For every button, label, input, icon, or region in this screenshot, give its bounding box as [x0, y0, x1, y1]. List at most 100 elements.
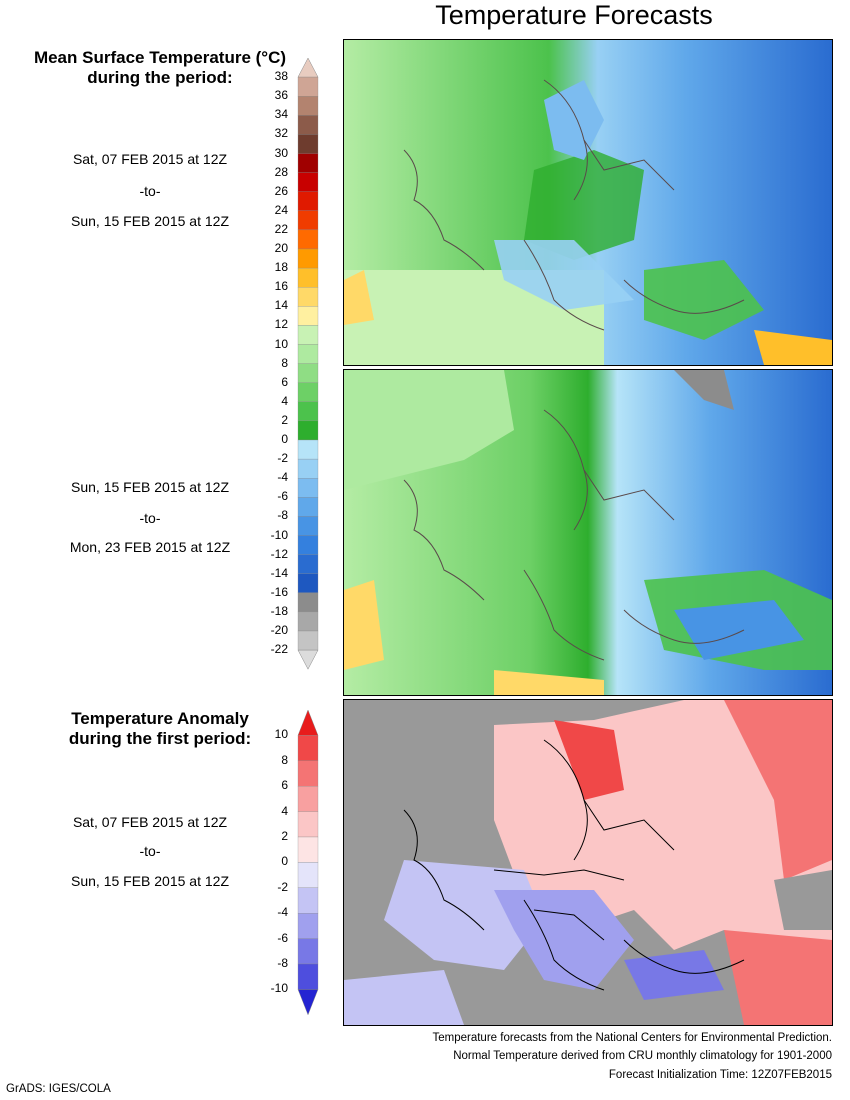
colorbar-segment [297, 811, 319, 838]
colorbar-tick-label: -12 [270, 546, 288, 561]
anomaly-map-period1 [343, 699, 833, 1026]
mean-title-line1: Mean Surface Temperature (°C) [33, 48, 287, 67]
mean-title-line2: during the period: [87, 68, 233, 87]
colorbar-tick-label: 2 [281, 829, 288, 843]
colorbar-segment [297, 96, 319, 116]
colorbar-segment [297, 267, 319, 288]
colorbar-tick-label: -10 [270, 981, 288, 996]
colorbar-tick-label: 12 [274, 317, 288, 332]
colorbar-tick-label: -6 [277, 489, 288, 504]
colorbar-tick-label: 20 [274, 241, 288, 255]
colorbar-segment [297, 76, 319, 97]
footer-init-time-line: Forecast Initialization Time: 12Z07FEB20… [608, 1069, 832, 1081]
colorbar-tick-label: 8 [281, 355, 288, 370]
colorbar-segment [297, 862, 319, 888]
page-title: Temperature Forecasts [435, 0, 713, 30]
colorbar-tick-label: -18 [270, 603, 288, 618]
colorbar-tick-label: 18 [274, 260, 288, 275]
colorbar-tick-label: -22 [270, 642, 288, 657]
colorbar-tick-label: 30 [274, 145, 288, 160]
anomaly-title-line2: during the first period: [68, 729, 252, 748]
period3-sep: -to- [139, 843, 161, 859]
credit-label: GrADS: IGES/COLA [6, 1083, 111, 1095]
period1-start: Sat, 07 FEB 2015 at 12Z [72, 151, 228, 167]
colorbar-bottom-arrow [297, 649, 319, 670]
colorbar-segment [297, 611, 319, 632]
colorbar-segment [297, 573, 319, 593]
colorbar-segment [297, 497, 319, 517]
period2-sep: -to- [139, 510, 161, 526]
colorbar-segment [297, 735, 319, 761]
anomaly-colorbar [297, 710, 319, 1016]
colorbar-tick-label: 36 [274, 88, 288, 103]
colorbar-tick-label: -14 [270, 565, 288, 580]
colorbar-tick-label: 8 [281, 752, 288, 767]
colorbar-tick-label: -4 [277, 905, 288, 920]
colorbar-segment [297, 306, 319, 326]
colorbar-segment [297, 115, 319, 135]
colorbar-tick-label: -4 [277, 470, 288, 485]
colorbar-tick-label: 2 [281, 412, 288, 427]
colorbar-segment [297, 382, 319, 402]
colorbar-segment [297, 963, 319, 990]
colorbar-tick-label: 10 [274, 727, 288, 742]
colorbar-segment [297, 592, 319, 613]
colorbar-segment [297, 420, 319, 441]
colorbar-tick-label: 4 [281, 393, 288, 408]
colorbar-tick-label: 32 [274, 126, 288, 141]
period2-start: Sun, 15 FEB 2015 at 12Z [71, 479, 229, 495]
colorbar-segment [297, 630, 319, 651]
period3-start: Sat, 07 FEB 2015 at 12Z [72, 814, 228, 830]
temperature-colorbar [297, 58, 319, 670]
mean-temperature-title: Mean Surface Temperature (°C) during the… [0, 48, 320, 88]
colorbar-segment [297, 535, 319, 555]
colorbar-segment [297, 191, 319, 211]
period2-end: Mon, 23 FEB 2015 at 12Z [69, 539, 231, 555]
colorbar-tick-label: 6 [281, 374, 288, 389]
colorbar-tick-label: 10 [274, 336, 288, 351]
colorbar-tick-label: 6 [281, 778, 288, 793]
colorbar-segment [297, 134, 319, 154]
colorbar-segment [297, 229, 319, 250]
colorbar-segment [297, 887, 319, 914]
colorbar-segment [297, 439, 319, 460]
colorbar-tick-label: -20 [270, 623, 288, 637]
colorbar-tick-label: 28 [274, 164, 288, 179]
colorbar-segment [297, 913, 319, 939]
colorbar-segment [297, 344, 319, 364]
colorbar-segment [297, 516, 319, 536]
colorbar-tick-label: 38 [274, 69, 288, 84]
colorbar-segment [297, 938, 319, 965]
colorbar-tick-label: -6 [277, 930, 288, 945]
colorbar-segment [297, 248, 319, 269]
period3-end: Sun, 15 FEB 2015 at 12Z [71, 873, 229, 889]
colorbar-tick-label: 0 [281, 432, 288, 446]
colorbar-segment [297, 325, 319, 345]
colorbar-tick-label: 16 [274, 279, 288, 294]
colorbar-top-arrow [297, 710, 319, 736]
anomaly-title: Temperature Anomaly during the first per… [0, 709, 320, 749]
period1-end: Sun, 15 FEB 2015 at 12Z [71, 213, 229, 229]
colorbar-segment [297, 172, 319, 192]
colorbar-tick-label: 14 [274, 298, 288, 313]
colorbar-tick-label: -16 [270, 584, 288, 599]
colorbar-segment [297, 836, 319, 863]
colorbar-segment [297, 363, 319, 383]
colorbar-segment [297, 153, 319, 173]
colorbar-segment [297, 458, 319, 479]
colorbar-segment [297, 478, 319, 498]
forecast-map-period2 [343, 369, 833, 696]
footer-climatology-line: Normal Temperature derived from CRU mont… [453, 1050, 832, 1062]
colorbar-bottom-arrow [297, 989, 319, 1016]
footer-source-line: Temperature forecasts from the National … [432, 1032, 833, 1044]
colorbar-tick-label: -8 [277, 956, 288, 970]
colorbar-top-arrow [297, 58, 319, 78]
colorbar-segment [297, 786, 319, 812]
colorbar-tick-label: 34 [274, 107, 288, 122]
colorbar-segment [297, 210, 319, 231]
forecast-map-period1 [343, 39, 833, 366]
colorbar-tick-label: 24 [274, 202, 288, 217]
anomaly-title-line1: Temperature Anomaly [71, 709, 249, 728]
period1-sep: -to- [139, 183, 161, 199]
colorbar-segment [297, 760, 319, 787]
